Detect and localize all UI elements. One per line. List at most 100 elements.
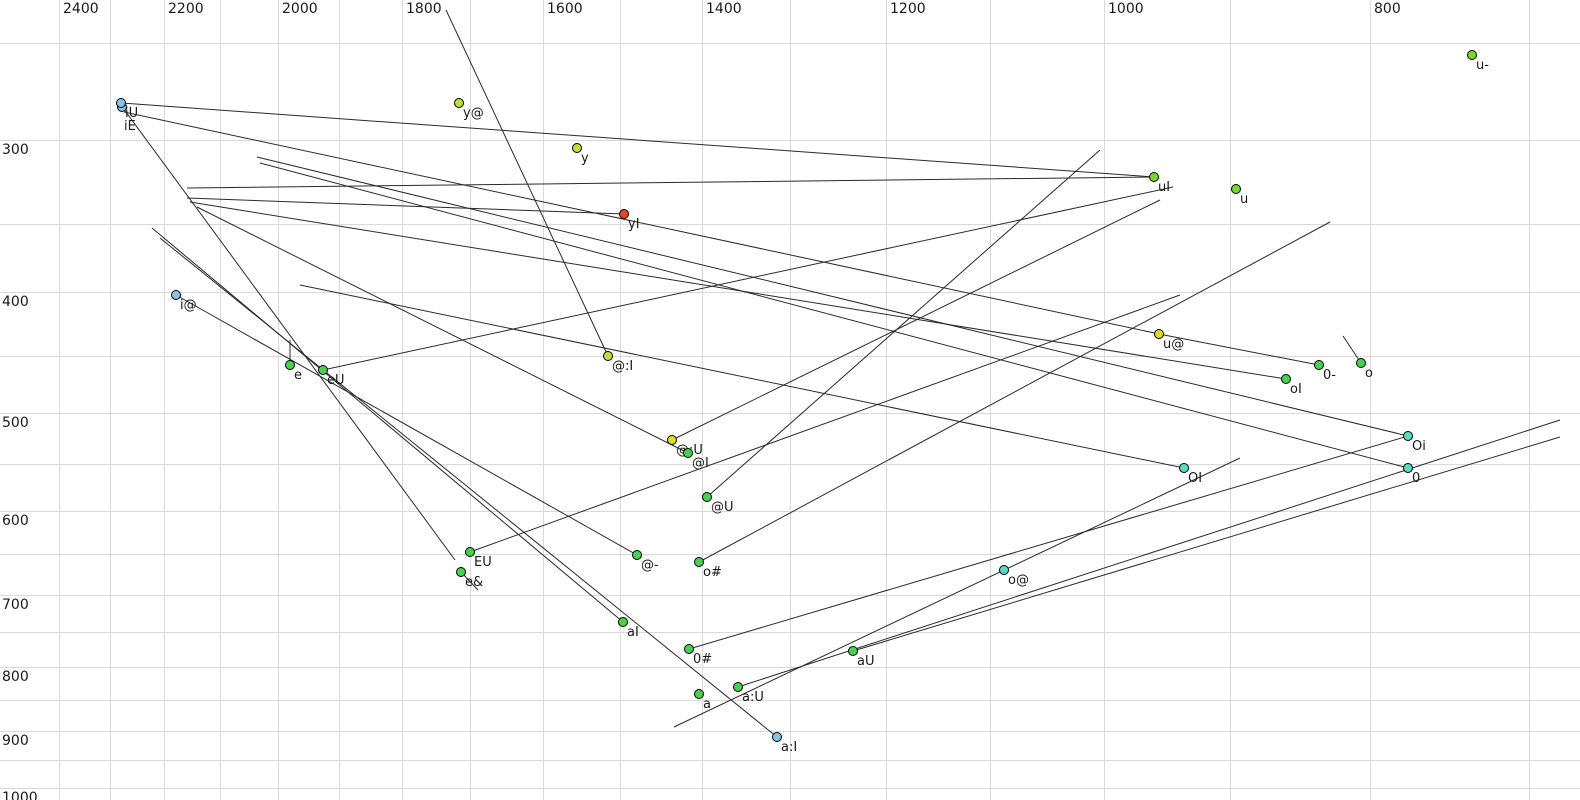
trajectory-line-16 — [698, 221, 1331, 563]
trajectory-line-8 — [445, 9, 609, 357]
vowel-point-label-o#: o# — [703, 565, 722, 580]
x-axis-tick-label-1400: 1400 — [706, 1, 742, 17]
vowel-point-label-@-: @- — [641, 558, 659, 573]
trajectory-line-21 — [737, 419, 1561, 688]
vowel-point-o[interactable] — [1356, 358, 1366, 368]
vowel-point-e&[interactable] — [456, 567, 466, 577]
y-axis-tick-label-500: 500 — [2, 415, 29, 431]
x-axis-tick-label-2400: 2400 — [63, 1, 99, 17]
x-axis-tick-label-2000: 2000 — [282, 1, 318, 17]
x-axis-tick-label-1000: 1000 — [1108, 1, 1144, 17]
vowel-point-label-aU: aU — [857, 654, 874, 669]
vowel-point-label-@:I: @:I — [612, 359, 633, 374]
vowel-point-a[interactable] — [694, 689, 704, 699]
vowel-point-label-iU: iU — [125, 106, 138, 121]
trajectory-line-19 — [852, 436, 1561, 652]
x-axis-tick-label-1800: 1800 — [406, 1, 442, 17]
vowel-point-u[interactable] — [1231, 184, 1241, 194]
trajectory-lines-layer — [120, 9, 1561, 738]
trajectory-line-26 — [299, 284, 1185, 469]
vowel-point-eU[interactable] — [318, 365, 328, 375]
vowel-point-label-iE: iE — [124, 119, 136, 134]
x-axis-tick-label-800: 800 — [1374, 1, 1401, 17]
vowel-point-y@[interactable] — [454, 98, 464, 108]
y-axis-tick-label-800: 800 — [2, 669, 29, 685]
vowel-point-oI[interactable] — [1281, 374, 1291, 384]
vowel-point-label-u@: u@ — [1163, 337, 1184, 352]
vowel-point-label-aI: aI — [627, 625, 639, 640]
vowel-points-layer: iEiUy@yyIu-uIui@eeU@:Iu@0-ooI@:U@I@UOIOi… — [116, 50, 1489, 755]
trajectory-line-5 — [1158, 333, 1320, 366]
vowel-point-label-OI: OI — [1188, 471, 1202, 486]
vowel-point-label-u-: u- — [1476, 58, 1489, 73]
vowel-point-label-u: u — [1240, 192, 1248, 207]
y-axis-tick-label-400: 400 — [2, 294, 29, 310]
vowel-point-aI[interactable] — [618, 617, 628, 627]
vowel-point-@I[interactable] — [683, 448, 693, 458]
vowel-point-label-0#: 0# — [693, 652, 712, 667]
vowel-point-EU[interactable] — [465, 547, 475, 557]
trajectory-line-3 — [122, 107, 456, 561]
trajectory-line-6 — [1342, 335, 1362, 364]
vowel-point-0#[interactable] — [684, 644, 694, 654]
y-axis-tick-label-1000: 1000 — [2, 790, 38, 800]
vowel-point-label-e: e — [294, 368, 302, 383]
vowel-point-label-oI: oI — [1290, 382, 1302, 397]
trajectory-line-4 — [186, 197, 625, 215]
vowel-point-label-uI: uI — [1158, 180, 1170, 195]
vowel-point-o#[interactable] — [694, 557, 704, 567]
vowel-point-label-@I: @I — [692, 456, 709, 471]
y-axis-tick-label-700: 700 — [2, 597, 29, 613]
vowel-point-label-o@: o@ — [1008, 573, 1029, 588]
vowel-point-@U[interactable] — [702, 492, 712, 502]
vowel-point-o@[interactable] — [999, 565, 1009, 575]
vowel-point-a:I[interactable] — [772, 732, 782, 742]
x-axis-tick-label-1200: 1200 — [890, 1, 926, 17]
vowel-point-label-Oi: Oi — [1412, 439, 1426, 454]
vowel-point-0[interactable] — [1403, 463, 1413, 473]
trajectory-line-2 — [123, 111, 1160, 335]
vowel-point-label-eU: eU — [327, 373, 345, 388]
axis-labels-layer: 2400 2200 2000 1800 1600 1400 1200 1000 800 300 40… — [2, 1, 1401, 800]
vowel-point-uI[interactable] — [1149, 172, 1159, 182]
trajectory-line-22 — [151, 227, 624, 623]
vowel-point-y[interactable] — [572, 143, 582, 153]
vowel-point-e[interactable] — [285, 360, 295, 370]
trajectory-line-17 — [175, 294, 638, 556]
x-axis-tick-label-1600: 1600 — [547, 1, 583, 17]
vowel-point-Oi[interactable] — [1403, 431, 1413, 441]
trajectory-line-20 — [673, 457, 1241, 728]
trajectory-line-13 — [671, 199, 1161, 441]
vowel-point-@:I[interactable] — [603, 351, 613, 361]
vowel-point-a:U[interactable] — [733, 682, 743, 692]
vowel-point-@:U[interactable] — [667, 435, 677, 445]
vowel-point-aU[interactable] — [848, 646, 858, 656]
y-axis-tick-label-600: 600 — [2, 513, 29, 529]
vowel-point-label-e&: e& — [465, 575, 483, 590]
vowel-point-label-y: y — [581, 151, 589, 166]
vowel-point-OI[interactable] — [1179, 463, 1189, 473]
y-axis-tick-label-300: 300 — [2, 142, 29, 158]
trajectory-line-11 — [469, 294, 1181, 553]
vowel-point-0-[interactable] — [1314, 360, 1324, 370]
vowel-point-u@[interactable] — [1154, 329, 1164, 339]
vowel-point-@-[interactable] — [632, 550, 642, 560]
vowel-point-label-0: 0 — [1412, 471, 1420, 486]
trajectory-line-25 — [256, 156, 1409, 437]
trajectory-line-0 — [120, 102, 1155, 178]
vowel-point-iU[interactable] — [116, 98, 126, 108]
trajectory-line-18 — [688, 435, 1409, 650]
vowel-point-label-EU: EU — [474, 555, 492, 570]
trajectory-line-23 — [159, 237, 778, 738]
vowel-point-label-i@: i@ — [180, 298, 197, 313]
vowel-point-yI[interactable] — [619, 209, 629, 219]
vowel-point-i@[interactable] — [171, 290, 181, 300]
vowel-point-label-y@: y@ — [463, 106, 484, 121]
vowel-point-label-yI: yI — [628, 217, 640, 232]
vowel-point-u-[interactable] — [1467, 50, 1477, 60]
vowel-point-label-a: a — [703, 697, 711, 712]
x-axis-tick-label-2200: 2200 — [168, 1, 204, 17]
